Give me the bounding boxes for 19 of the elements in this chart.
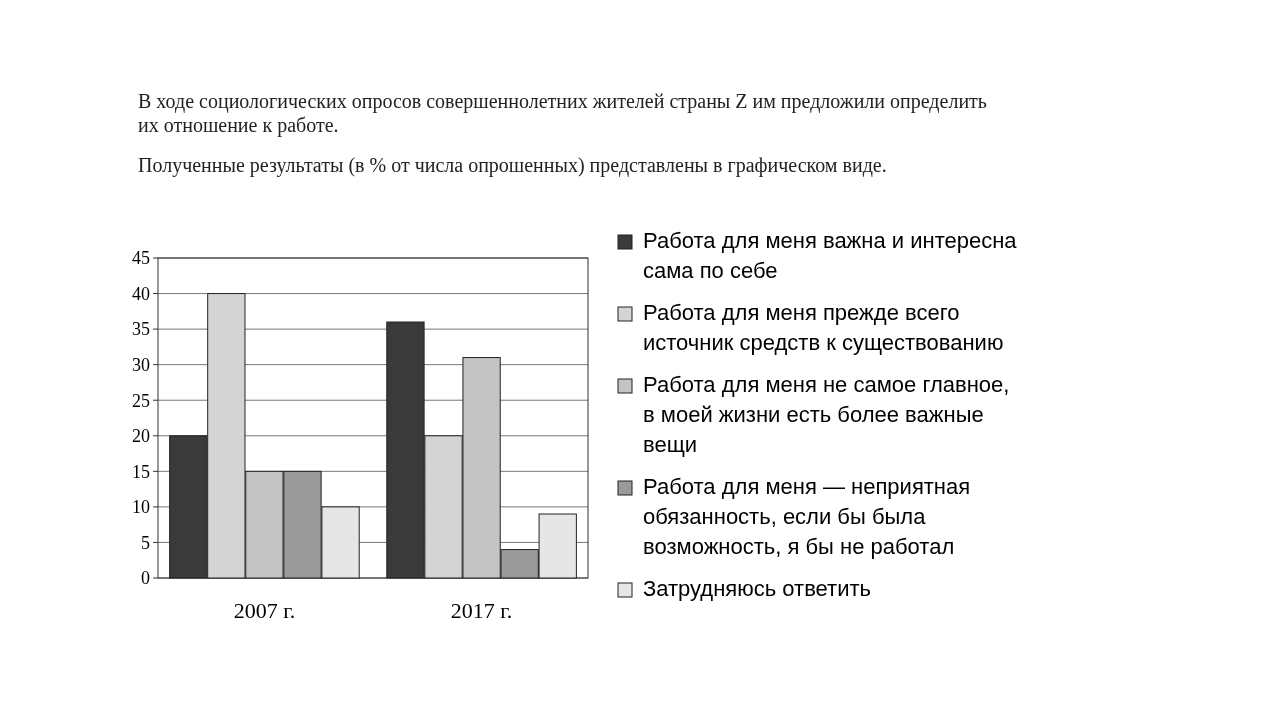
y-tick-label: 30 — [132, 354, 150, 375]
y-tick-label: 45 — [132, 248, 150, 269]
chart-title: В ходе социологических опросов совершеннолетних жителей страны Z им предложили определить их отношение к работе. — [138, 90, 987, 137]
y-tick-label: 0 — [141, 568, 150, 589]
legend-label: Затрудняюсь ответить — [643, 576, 872, 601]
legend-label: Работа для меня прежде всего источник средств к существованию — [643, 300, 1004, 355]
y-tick-label: 25 — [132, 390, 150, 411]
x-tick-label: 2007 г. — [233, 598, 296, 623]
legend-label: Работа для меня — неприятная обязанность, если бы была возможность, я бы не работал — [643, 474, 971, 559]
y-tick-label: 15 — [132, 461, 150, 482]
y-tick-label: 35 — [132, 319, 150, 340]
y-tick-label: 40 — [132, 283, 150, 304]
y-tick-label: 5 — [141, 532, 150, 553]
y-tick-label: 20 — [132, 426, 150, 447]
legend-label: Работа для меня важна и интересна сама по себе — [643, 228, 1018, 283]
legend-label: Работа для меня не самое главное, в моей жизни есть более важные вещи — [643, 372, 1010, 457]
x-tick-label: 2017 г. — [450, 598, 513, 623]
y-tick-label: 10 — [132, 497, 150, 518]
chart-subtitle: Полученные результаты (в % от числа опрошенных) представлены в графическом виде. — [138, 154, 887, 177]
